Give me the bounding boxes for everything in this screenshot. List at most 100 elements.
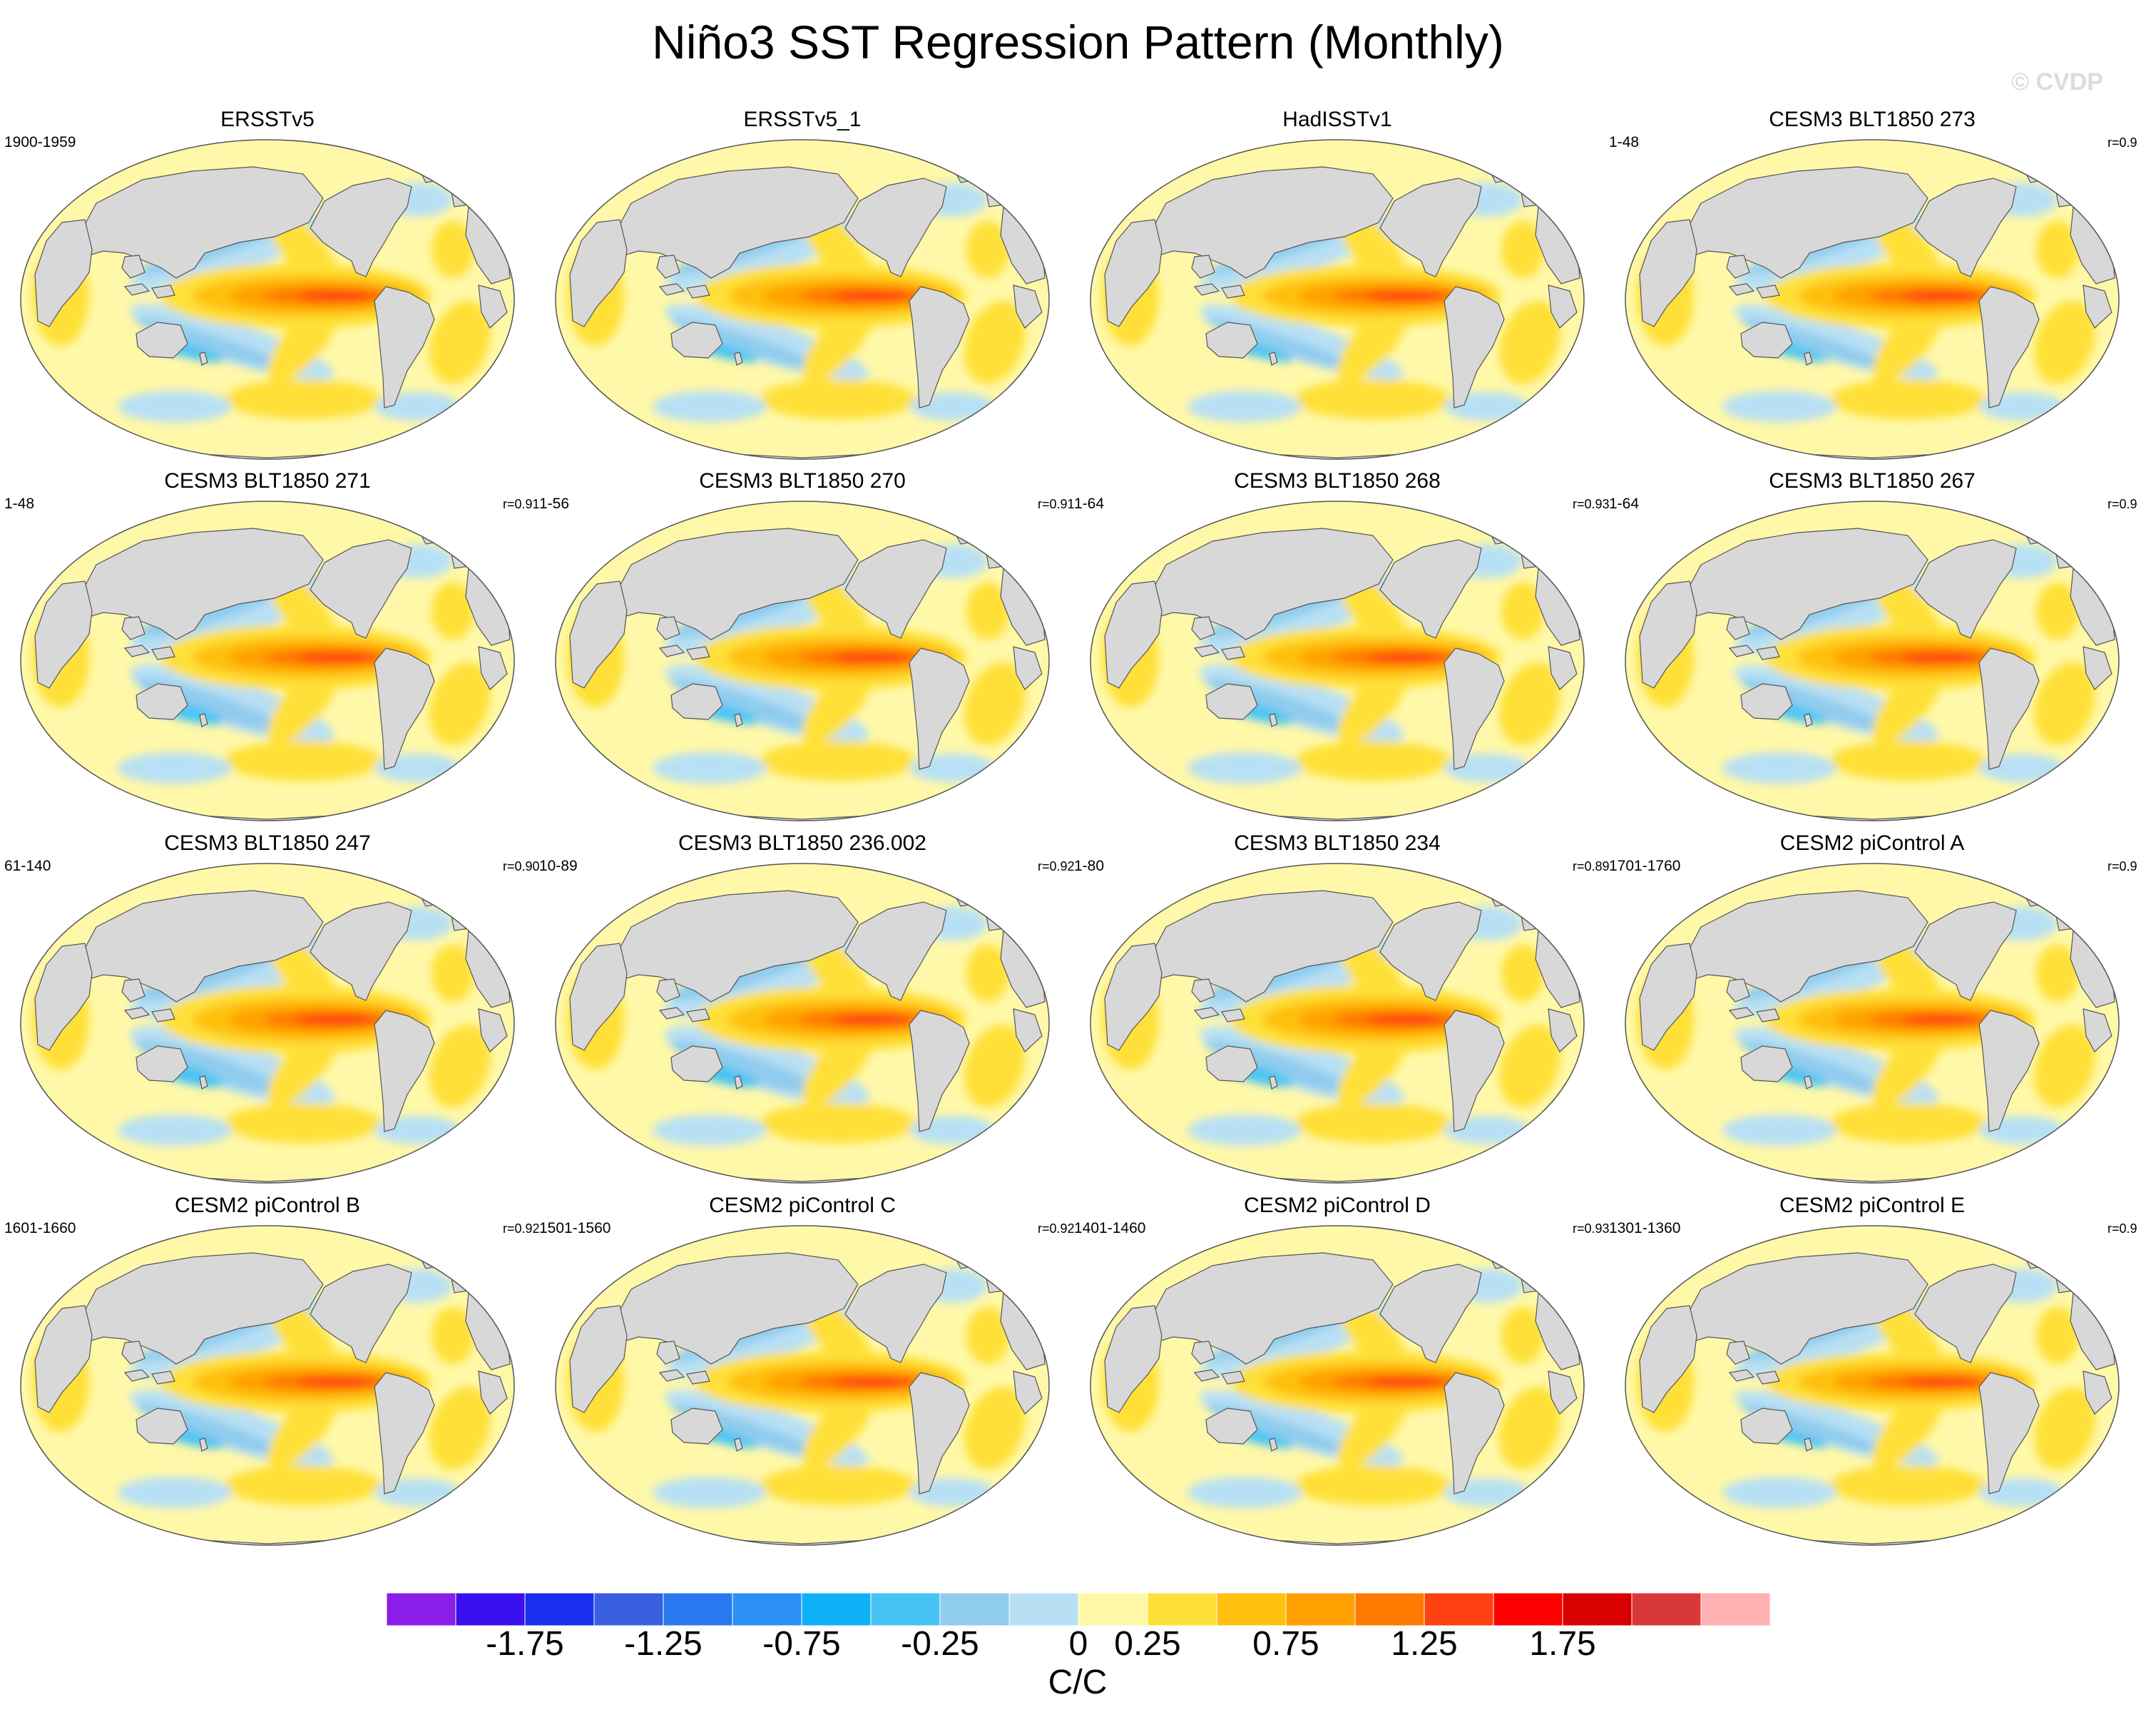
colorbar-swatch (1562, 1592, 1633, 1626)
colorbar-swatch (1424, 1592, 1494, 1626)
colorbar-swatch (1285, 1592, 1356, 1626)
panel-pattern-correlation: r=0.90 (503, 859, 540, 873)
panel-year-range: 1701-1760 (1609, 858, 1681, 874)
colorbar-swatch (1354, 1592, 1425, 1626)
panel-title: CESM2 piControl C (709, 1194, 896, 1217)
panel-pattern-correlation: r=0.9 (2108, 1221, 2137, 1236)
colorbar (387, 1592, 1770, 1626)
panel-title: CESM3 BLT1850 273 (1769, 108, 1976, 131)
map-panel: CESM2 piControl A 1701-1760 r=0.9 (1605, 831, 2140, 1191)
map-panel: CESM3 BLT1850 271 1-48 r=0.91 (0, 468, 540, 829)
panel-year-range: 1601-1660 (4, 1220, 76, 1236)
colorbar-swatch (801, 1592, 872, 1626)
map-panel: CESM2 piControl B 1601-1660 r=0.92 (0, 1193, 540, 1553)
sst-regression-map (555, 1225, 1050, 1546)
panel-title: CESM3 BLT1850 267 (1769, 469, 1976, 493)
sst-regression-map (20, 1225, 515, 1546)
panel-year-range: 1-48 (1609, 134, 1640, 150)
colorbar-tick-label: -1.25 (624, 1625, 703, 1663)
panel-year-range: 1-64 (1609, 496, 1640, 512)
panel-year-range: 1501-1560 (539, 1220, 611, 1236)
panel-pattern-correlation: r=0.9 (2108, 859, 2137, 873)
map-panel: CESM2 piControl D 1401-1460 r=0.93 (1070, 1193, 1610, 1553)
panel-pattern-correlation: r=0.91 (503, 497, 540, 511)
panel-title: CESM2 piControl E (1779, 1194, 1966, 1217)
map-panel: ERSSTv5_1 (535, 107, 1070, 467)
panel-title: ERSSTv5 (220, 108, 315, 131)
colorbar-swatch (593, 1592, 664, 1626)
map-panel: CESM3 BLT1850 234 1-80 r=0.89 (1070, 831, 1610, 1191)
panel-title: CESM3 BLT1850 271 (164, 469, 371, 493)
sst-regression-map (1625, 139, 2120, 460)
colorbar-swatch (455, 1592, 526, 1626)
panel-title: CESM2 piControl A (1779, 831, 1965, 855)
panel-title: HadISSTv1 (1282, 108, 1392, 131)
colorbar-swatch (663, 1592, 733, 1626)
sst-regression-map (1625, 863, 2120, 1184)
colorbar-swatch (524, 1592, 595, 1626)
colorbar-swatch (939, 1592, 1010, 1626)
panel-title: ERSSTv5_1 (743, 108, 862, 131)
panel-year-range: 1401-1460 (1074, 1220, 1146, 1236)
panel-title: CESM3 BLT1850 268 (1234, 469, 1441, 493)
colorbar-swatch (1078, 1592, 1148, 1626)
sst-regression-map (20, 139, 515, 460)
colorbar-tick-label: -0.25 (901, 1625, 979, 1663)
panel-title: CESM3 BLT1850 270 (699, 469, 906, 493)
colorbar-tick-label: 0 (1068, 1625, 1088, 1663)
sst-regression-map (1090, 139, 1585, 460)
colorbar-swatch (387, 1592, 456, 1626)
sst-regression-map (1090, 501, 1585, 821)
panel-year-range: 10-89 (539, 858, 578, 874)
colorbar-swatch (1008, 1592, 1079, 1626)
map-panel: ERSSTv5 1900-1959 (0, 107, 535, 467)
colorbar-units: C/C (1048, 1664, 1108, 1701)
sst-regression-map (1090, 1225, 1585, 1546)
panel-year-range: 1-80 (1074, 858, 1105, 874)
map-panel: CESM2 piControl E 1301-1360 r=0.9 (1605, 1193, 2140, 1553)
panel-pattern-correlation: r=0.9 (2108, 497, 2137, 511)
colorbar-swatch (732, 1592, 802, 1626)
panel-pattern-correlation: r=0.93 (1573, 1221, 1610, 1236)
panel-pattern-correlation: r=0.92 (503, 1221, 540, 1236)
sst-regression-map (1090, 863, 1585, 1184)
colorbar-tick-label: 1.75 (1529, 1625, 1596, 1663)
sst-regression-map (20, 863, 515, 1184)
map-panel: CESM2 piControl C 1501-1560 r=0.92 (535, 1193, 1075, 1553)
colorbar-swatch (1147, 1592, 1217, 1626)
map-panel: CESM3 BLT1850 268 1-64 r=0.93 (1070, 468, 1610, 829)
cvdp-watermark: © CVDP (2011, 68, 2103, 96)
panel-year-range: 1900-1959 (4, 134, 76, 150)
sst-regression-map (1625, 501, 2120, 821)
panel-year-range: 1-56 (539, 496, 570, 512)
panel-pattern-correlation: r=0.91 (1038, 497, 1075, 511)
panel-title: CESM3 BLT1850 247 (164, 831, 371, 855)
panel-year-range: 1-64 (1074, 496, 1105, 512)
sst-regression-map (1625, 1225, 2120, 1546)
map-panel: CESM3 BLT1850 236.002 10-89 r=0.92 (535, 831, 1075, 1191)
colorbar-tick-label: -1.75 (486, 1625, 564, 1663)
map-panel: CESM3 BLT1850 267 1-64 r=0.9 (1605, 468, 2140, 829)
sst-regression-map (555, 863, 1050, 1184)
map-panel: CESM3 BLT1850 273 1-48 r=0.9 (1605, 107, 2140, 467)
colorbar-tick-label: -0.75 (762, 1625, 841, 1663)
panel-pattern-correlation: r=0.89 (1573, 859, 1610, 873)
colorbar-swatch (1216, 1592, 1287, 1626)
map-panel: HadISSTv1 (1070, 107, 1605, 467)
panel-title: CESM3 BLT1850 234 (1234, 831, 1441, 855)
sst-regression-map (555, 501, 1050, 821)
panel-year-range: 61-140 (4, 858, 51, 874)
panel-pattern-correlation: r=0.9 (2108, 135, 2137, 150)
panel-pattern-correlation: r=0.92 (1038, 1221, 1075, 1236)
colorbar-tick-label: 1.25 (1391, 1625, 1458, 1663)
colorbar-tick-label: 0.75 (1252, 1625, 1319, 1663)
colorbar-swatch (1493, 1592, 1563, 1626)
sst-regression-map (20, 501, 515, 821)
panel-year-range: 1301-1360 (1609, 1220, 1681, 1236)
colorbar-swatch (870, 1592, 941, 1626)
panel-title: CESM3 BLT1850 236.002 (678, 831, 926, 855)
map-panel: CESM3 BLT1850 270 1-56 r=0.91 (535, 468, 1075, 829)
panel-year-range: 1-48 (4, 496, 35, 512)
map-panel: CESM3 BLT1850 247 61-140 r=0.90 (0, 831, 540, 1191)
colorbar-tick-label: 0.25 (1114, 1625, 1181, 1663)
